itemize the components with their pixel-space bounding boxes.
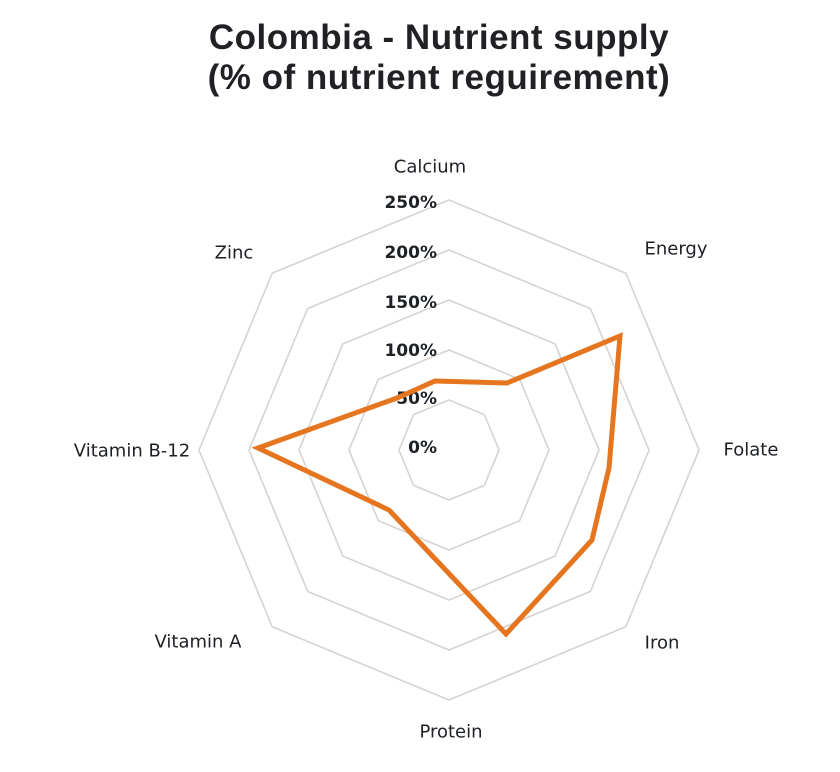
nutrient-supply-series: [251, 332, 623, 638]
axis-label-zinc: Zinc: [214, 242, 254, 264]
radial-tick-250%: 250%: [384, 193, 437, 213]
grid-ring-100: [348, 349, 550, 551]
chart-title-line2: (% of nutrient reguirement): [207, 58, 671, 97]
axis-label-energy: Energy: [644, 238, 708, 260]
axis-label-vitamin-a: Vitamin A: [154, 631, 242, 653]
grid-ring-50: [398, 399, 500, 501]
radial-tick-100%: 100%: [384, 341, 437, 361]
chart-title-line1: Colombia - Nutrient supply: [208, 18, 670, 57]
grid-ring-250: [198, 199, 700, 701]
axis-label-folate: Folate: [723, 439, 779, 461]
grid-ring-200: [248, 249, 650, 651]
grid-ring-150: [298, 299, 600, 601]
axis-label-calcium: Calcium: [393, 156, 467, 178]
axis-label-vitamin-b-12: Vitamin B-12: [73, 440, 191, 462]
chart-title: Colombia - Nutrient supply (% of nutrien…: [0, 18, 840, 98]
radial-tick-0%: 0%: [408, 438, 437, 458]
axis-label-protein: Protein: [419, 721, 483, 743]
radial-tick-150%: 150%: [384, 293, 437, 313]
radial-tick-200%: 200%: [384, 243, 437, 263]
axis-label-iron: Iron: [644, 632, 680, 654]
radial-tick-50%: 50%: [396, 389, 437, 409]
